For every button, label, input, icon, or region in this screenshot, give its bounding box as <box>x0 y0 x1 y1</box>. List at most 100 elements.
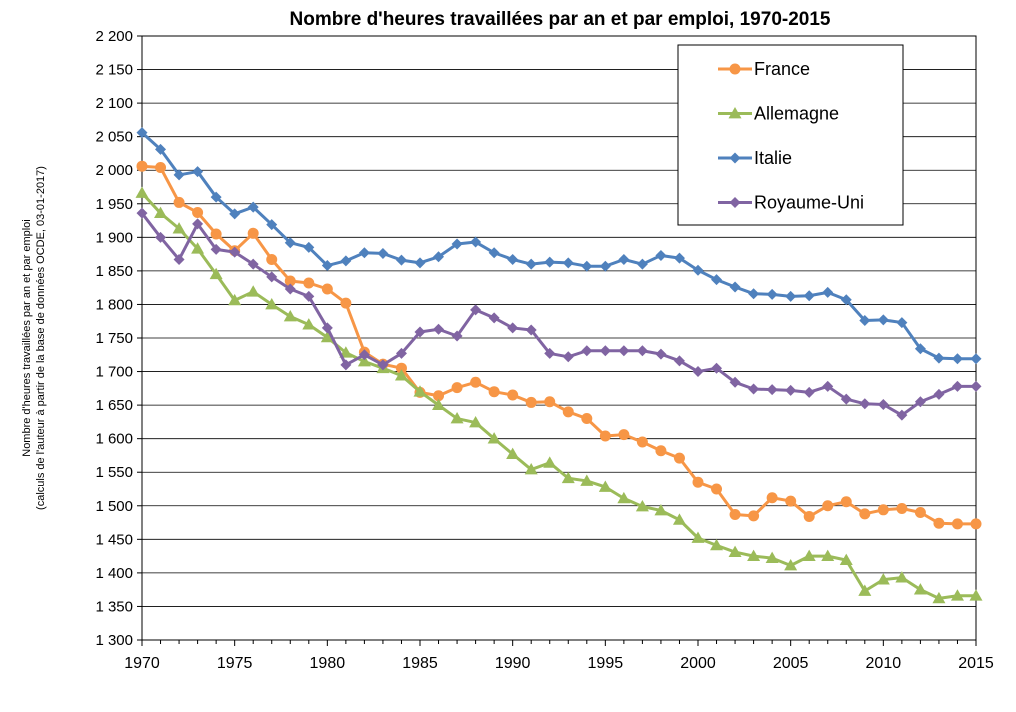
y-tick-label: 1 650 <box>95 397 133 414</box>
x-tick-label: 1995 <box>588 655 624 672</box>
series-line-france <box>141 164 976 526</box>
y-tick-label: 1 500 <box>95 498 133 515</box>
data-point <box>618 345 630 357</box>
data-point <box>340 359 352 371</box>
data-point <box>395 254 407 266</box>
data-point <box>580 474 594 486</box>
data-point <box>470 376 482 388</box>
data-point <box>599 260 611 272</box>
data-point <box>840 294 852 306</box>
data-point <box>247 227 259 239</box>
data-point <box>283 310 297 322</box>
legend-marker <box>729 152 741 164</box>
data-point <box>155 143 167 155</box>
series-line-allemagne <box>140 192 976 600</box>
y-tick-label: 1 350 <box>95 598 133 615</box>
data-point <box>562 257 574 269</box>
data-point <box>414 326 426 338</box>
y-tick-label: 1 550 <box>95 464 133 481</box>
data-point <box>173 169 185 181</box>
data-point <box>933 517 945 529</box>
data-point <box>321 322 333 334</box>
data-point <box>635 499 649 512</box>
data-point <box>748 288 760 300</box>
data-point <box>228 293 242 306</box>
legend-label: France <box>754 59 810 79</box>
data-point <box>413 385 427 397</box>
data-point <box>896 317 908 329</box>
data-point <box>840 496 852 508</box>
data-point <box>340 255 352 267</box>
data-point <box>302 318 316 330</box>
data-point <box>136 127 148 139</box>
data-point <box>766 384 778 396</box>
data-point <box>877 504 889 516</box>
data-point <box>377 247 389 259</box>
y-tick-label: 1 450 <box>95 531 133 548</box>
x-tick-label: 2005 <box>773 655 809 672</box>
y-axis: 1 300 1 350 1 400 1 450 1 500 1 550 1 600 1 650… <box>95 28 142 649</box>
data-point <box>303 241 315 253</box>
data-point <box>692 476 704 488</box>
data-point <box>320 330 334 343</box>
data-point <box>358 349 370 361</box>
data-point <box>191 242 205 254</box>
x-tick-label: 2010 <box>866 655 902 672</box>
data-point <box>544 256 556 268</box>
data-point <box>618 429 630 441</box>
data-point <box>673 252 685 264</box>
chart-title: Nombre d'heures travaillées par an et pa… <box>290 9 831 30</box>
legend-marker <box>729 63 741 75</box>
data-point <box>951 353 963 365</box>
data-point <box>876 573 890 585</box>
data-point <box>729 509 741 521</box>
data-point <box>507 253 519 265</box>
series-allemagne <box>135 186 983 604</box>
legend-marker <box>729 197 741 208</box>
data-point <box>692 264 704 276</box>
data-point <box>729 281 741 293</box>
data-point <box>358 247 370 259</box>
y-tick-label: 2 050 <box>95 129 133 146</box>
data-point <box>950 589 964 601</box>
data-point <box>822 380 834 392</box>
data-point <box>192 166 204 178</box>
data-point <box>691 531 705 543</box>
data-point <box>803 511 815 523</box>
data-point <box>395 362 407 374</box>
data-point <box>599 345 611 357</box>
data-point <box>655 348 667 360</box>
data-point <box>470 236 482 248</box>
x-tick-label: 1990 <box>495 655 531 672</box>
data-point <box>488 247 500 259</box>
data-point <box>970 380 982 392</box>
data-point <box>840 393 852 405</box>
y-tick-label: 2 100 <box>95 95 133 112</box>
y-tick-label: 1 400 <box>95 565 133 582</box>
data-point <box>803 386 815 398</box>
legend-item-royaume-uni: Royaume-Uni <box>718 193 864 213</box>
data-point <box>561 471 575 484</box>
series-line-italie <box>140 131 976 361</box>
data-point <box>710 538 724 551</box>
data-point <box>822 286 834 298</box>
y-tick-label: 1 800 <box>95 296 133 313</box>
data-point <box>858 584 872 596</box>
data-point <box>728 545 742 557</box>
data-point <box>543 456 557 468</box>
data-point <box>617 491 631 504</box>
data-point <box>655 249 667 261</box>
data-point <box>822 500 834 512</box>
data-point <box>340 297 352 309</box>
data-point <box>506 447 520 459</box>
data-point <box>821 549 835 561</box>
data-point <box>136 207 148 219</box>
data-point <box>785 290 797 302</box>
legend-box <box>677 44 904 226</box>
x-tick-label: 2015 <box>958 655 994 672</box>
data-point <box>598 480 612 492</box>
data-point <box>729 376 741 388</box>
data-point <box>673 355 685 367</box>
data-point <box>266 253 278 265</box>
data-point <box>785 495 797 507</box>
